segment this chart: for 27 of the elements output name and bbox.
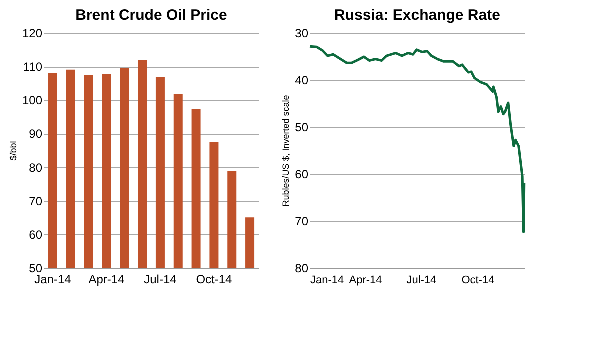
x-tick-label: Apr-14: [349, 274, 382, 286]
line-series: [308, 45, 526, 234]
chart-title: Brent Crude Oil Price: [76, 7, 228, 24]
y-tick-label: 100: [22, 94, 43, 108]
y-tick-label: 120: [22, 26, 43, 40]
y-tick-label: 40: [295, 74, 309, 88]
x-tick-label: Jan-14: [34, 272, 72, 286]
y-tick-label: 60: [295, 168, 309, 182]
x-tick-label: Jul-14: [144, 272, 178, 286]
y-tick-label: 80: [295, 262, 309, 276]
y-tick-label: 50: [29, 262, 43, 276]
x-tick-label: Oct-14: [462, 274, 495, 286]
y-axis-title: $/bbl: [8, 141, 18, 161]
chart-title: Russia: Exchange Rate: [334, 7, 500, 24]
x-tick-label: Jan-14: [310, 274, 344, 286]
y-tick-label: 60: [29, 228, 43, 242]
y-tick-label: 30: [295, 26, 309, 40]
y-tick-label: 50: [295, 120, 309, 134]
y-tick-label: 70: [29, 194, 43, 208]
x-tick-label: Jul-14: [406, 274, 437, 286]
x-tick-label: Oct-14: [196, 272, 233, 286]
y-tick-label: 80: [29, 160, 43, 175]
y-tick-label: 70: [295, 214, 309, 228]
x-tick-label: Apr-14: [88, 272, 126, 286]
y-axis-title: Rubles/US $, Inverted scale: [281, 95, 292, 207]
y-tick-label: 90: [29, 127, 43, 142]
y-tick-label: 110: [23, 60, 43, 74]
